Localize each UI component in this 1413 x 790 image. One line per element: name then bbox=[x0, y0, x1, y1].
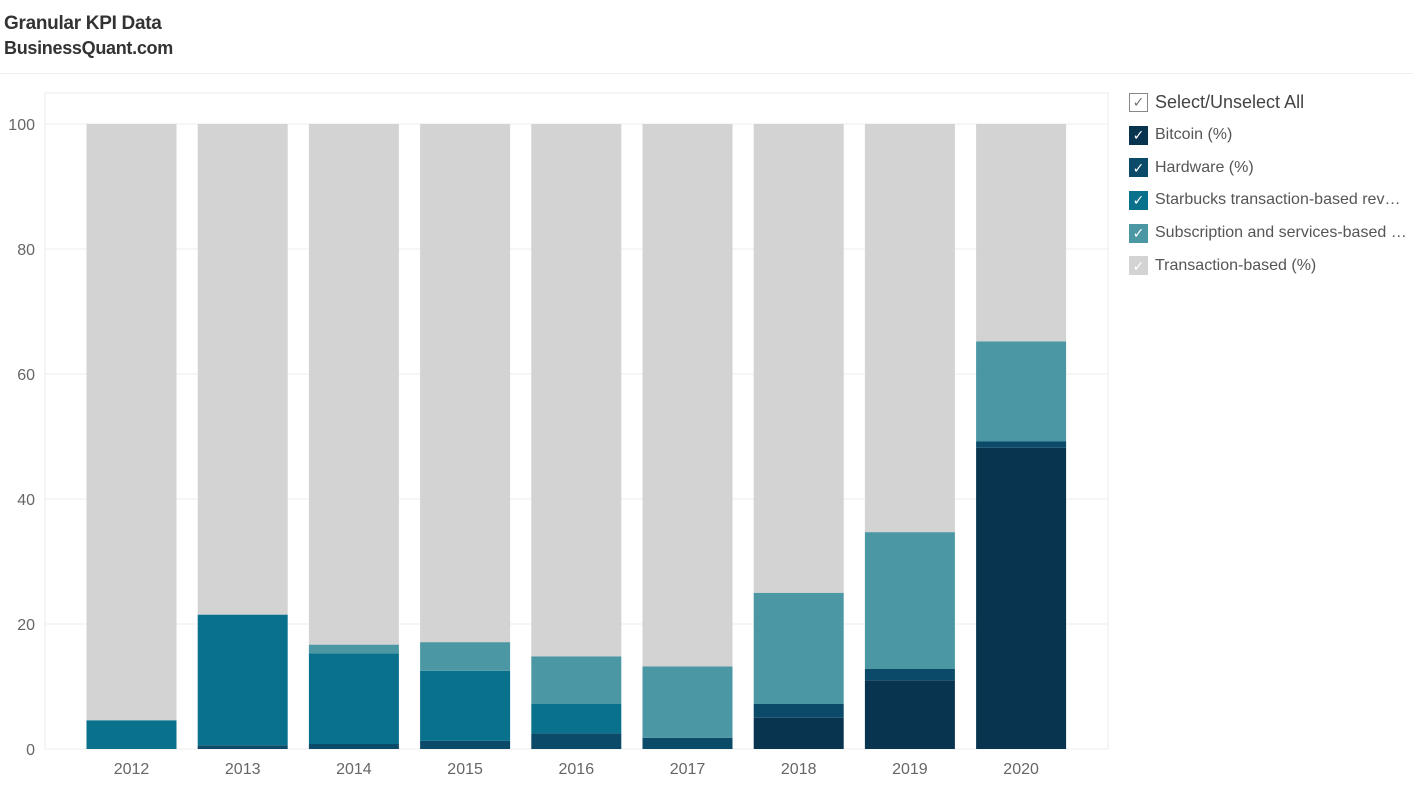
select-all-toggle[interactable]: ✓ Select/Unselect All bbox=[1129, 86, 1413, 119]
bar-segment bbox=[197, 124, 288, 615]
legend-checkbox[interactable]: ✓ bbox=[1129, 223, 1148, 243]
bar-segment bbox=[531, 733, 622, 749]
legend-checkbox[interactable]: ✓ bbox=[1129, 190, 1148, 210]
legend-label: Subscription and services-based revenue … bbox=[1155, 224, 1407, 242]
legend-item[interactable]: ✓ Transaction-based (%) bbox=[1129, 249, 1413, 282]
y-tick-label: 80 bbox=[17, 242, 35, 259]
bar-segment bbox=[864, 124, 955, 533]
bar-segment bbox=[753, 704, 844, 718]
bar-segment bbox=[420, 124, 511, 643]
header-divider bbox=[0, 73, 1413, 74]
bar-segment bbox=[420, 740, 511, 749]
legend-item[interactable]: ✓ Subscription and services-based revenue… bbox=[1129, 217, 1413, 250]
legend-item[interactable]: ✓ Starbucks transaction-based revenue (%) bbox=[1129, 184, 1413, 217]
chart-header: Granular KPI Data BusinessQuant.com bbox=[4, 12, 173, 60]
bar-segment bbox=[308, 744, 399, 749]
select-all-label: Select/Unselect All bbox=[1155, 91, 1305, 112]
bar-segment bbox=[308, 653, 399, 744]
legend-checkbox[interactable]: ✓ bbox=[1129, 125, 1148, 145]
bar-segment bbox=[753, 592, 844, 704]
bar-segment bbox=[197, 614, 288, 746]
legend-label: Starbucks transaction-based revenue (%) bbox=[1155, 191, 1407, 209]
legend-item[interactable]: ✓ Hardware (%) bbox=[1129, 151, 1413, 184]
y-tick-label: 20 bbox=[17, 617, 35, 634]
x-tick-label: 2019 bbox=[892, 761, 928, 778]
chart-title: Granular KPI Data bbox=[4, 13, 162, 34]
bar-segment bbox=[864, 669, 955, 681]
check-icon: ✓ bbox=[1132, 257, 1145, 274]
x-tick-label: 2016 bbox=[559, 761, 595, 778]
x-tick-label: 2018 bbox=[781, 761, 817, 778]
bar-segment bbox=[864, 680, 955, 749]
stacked-bar-chart: 0 20 40 60 80 100 2012 2013 2014 2015 2016 2017 2018… bbox=[8, 92, 1109, 778]
legend-label: Hardware (%) bbox=[1155, 158, 1254, 176]
bar-segment bbox=[308, 124, 399, 645]
bar-segment bbox=[976, 441, 1067, 448]
bar-segment bbox=[753, 124, 844, 593]
x-tick-label: 2020 bbox=[1003, 761, 1039, 778]
legend-checkbox[interactable]: ✓ bbox=[1129, 256, 1148, 276]
check-icon: ✓ bbox=[1132, 94, 1145, 111]
bar-segment bbox=[308, 644, 399, 654]
bar-segment bbox=[86, 720, 177, 749]
bar-segment bbox=[976, 447, 1067, 749]
legend-label: Transaction-based (%) bbox=[1155, 256, 1317, 274]
x-tick-label: 2017 bbox=[670, 761, 706, 778]
bar-segment bbox=[642, 124, 733, 667]
legend-item[interactable]: ✓ Bitcoin (%) bbox=[1129, 119, 1413, 152]
check-icon: ✓ bbox=[1132, 225, 1145, 242]
chart-legend: ✓ Select/Unselect All ✓ Bitcoin (%) ✓ Hardw… bbox=[1129, 86, 1413, 282]
bar-segment bbox=[642, 737, 733, 749]
bar-segment bbox=[976, 341, 1067, 442]
check-icon: ✓ bbox=[1132, 159, 1145, 176]
bar-segment bbox=[420, 670, 511, 741]
bar-segment bbox=[86, 124, 177, 721]
x-tick-label: 2012 bbox=[114, 761, 150, 778]
y-tick-label: 0 bbox=[26, 742, 35, 759]
bar-segment bbox=[864, 532, 955, 669]
bar-segment bbox=[642, 666, 733, 738]
select-all-checkbox[interactable]: ✓ bbox=[1129, 92, 1148, 112]
bar-segment bbox=[531, 656, 622, 704]
bar-segment bbox=[531, 704, 622, 734]
bar-segment bbox=[753, 717, 844, 749]
bar-segment bbox=[531, 124, 622, 657]
y-tick-label: 100 bbox=[8, 117, 35, 134]
bar-segment bbox=[976, 124, 1067, 342]
x-tick-label: 2013 bbox=[225, 761, 261, 778]
check-icon: ✓ bbox=[1132, 192, 1145, 209]
check-icon: ✓ bbox=[1132, 127, 1145, 144]
legend-checkbox[interactable]: ✓ bbox=[1129, 158, 1148, 178]
legend-label: Bitcoin (%) bbox=[1155, 126, 1233, 144]
x-tick-label: 2014 bbox=[336, 761, 372, 778]
bar-segment bbox=[197, 745, 288, 749]
y-tick-label: 60 bbox=[17, 367, 35, 384]
chart-source: BusinessQuant.com bbox=[4, 38, 173, 58]
y-tick-label: 40 bbox=[17, 492, 35, 509]
x-tick-label: 2015 bbox=[447, 761, 483, 778]
bar-segment bbox=[420, 642, 511, 671]
